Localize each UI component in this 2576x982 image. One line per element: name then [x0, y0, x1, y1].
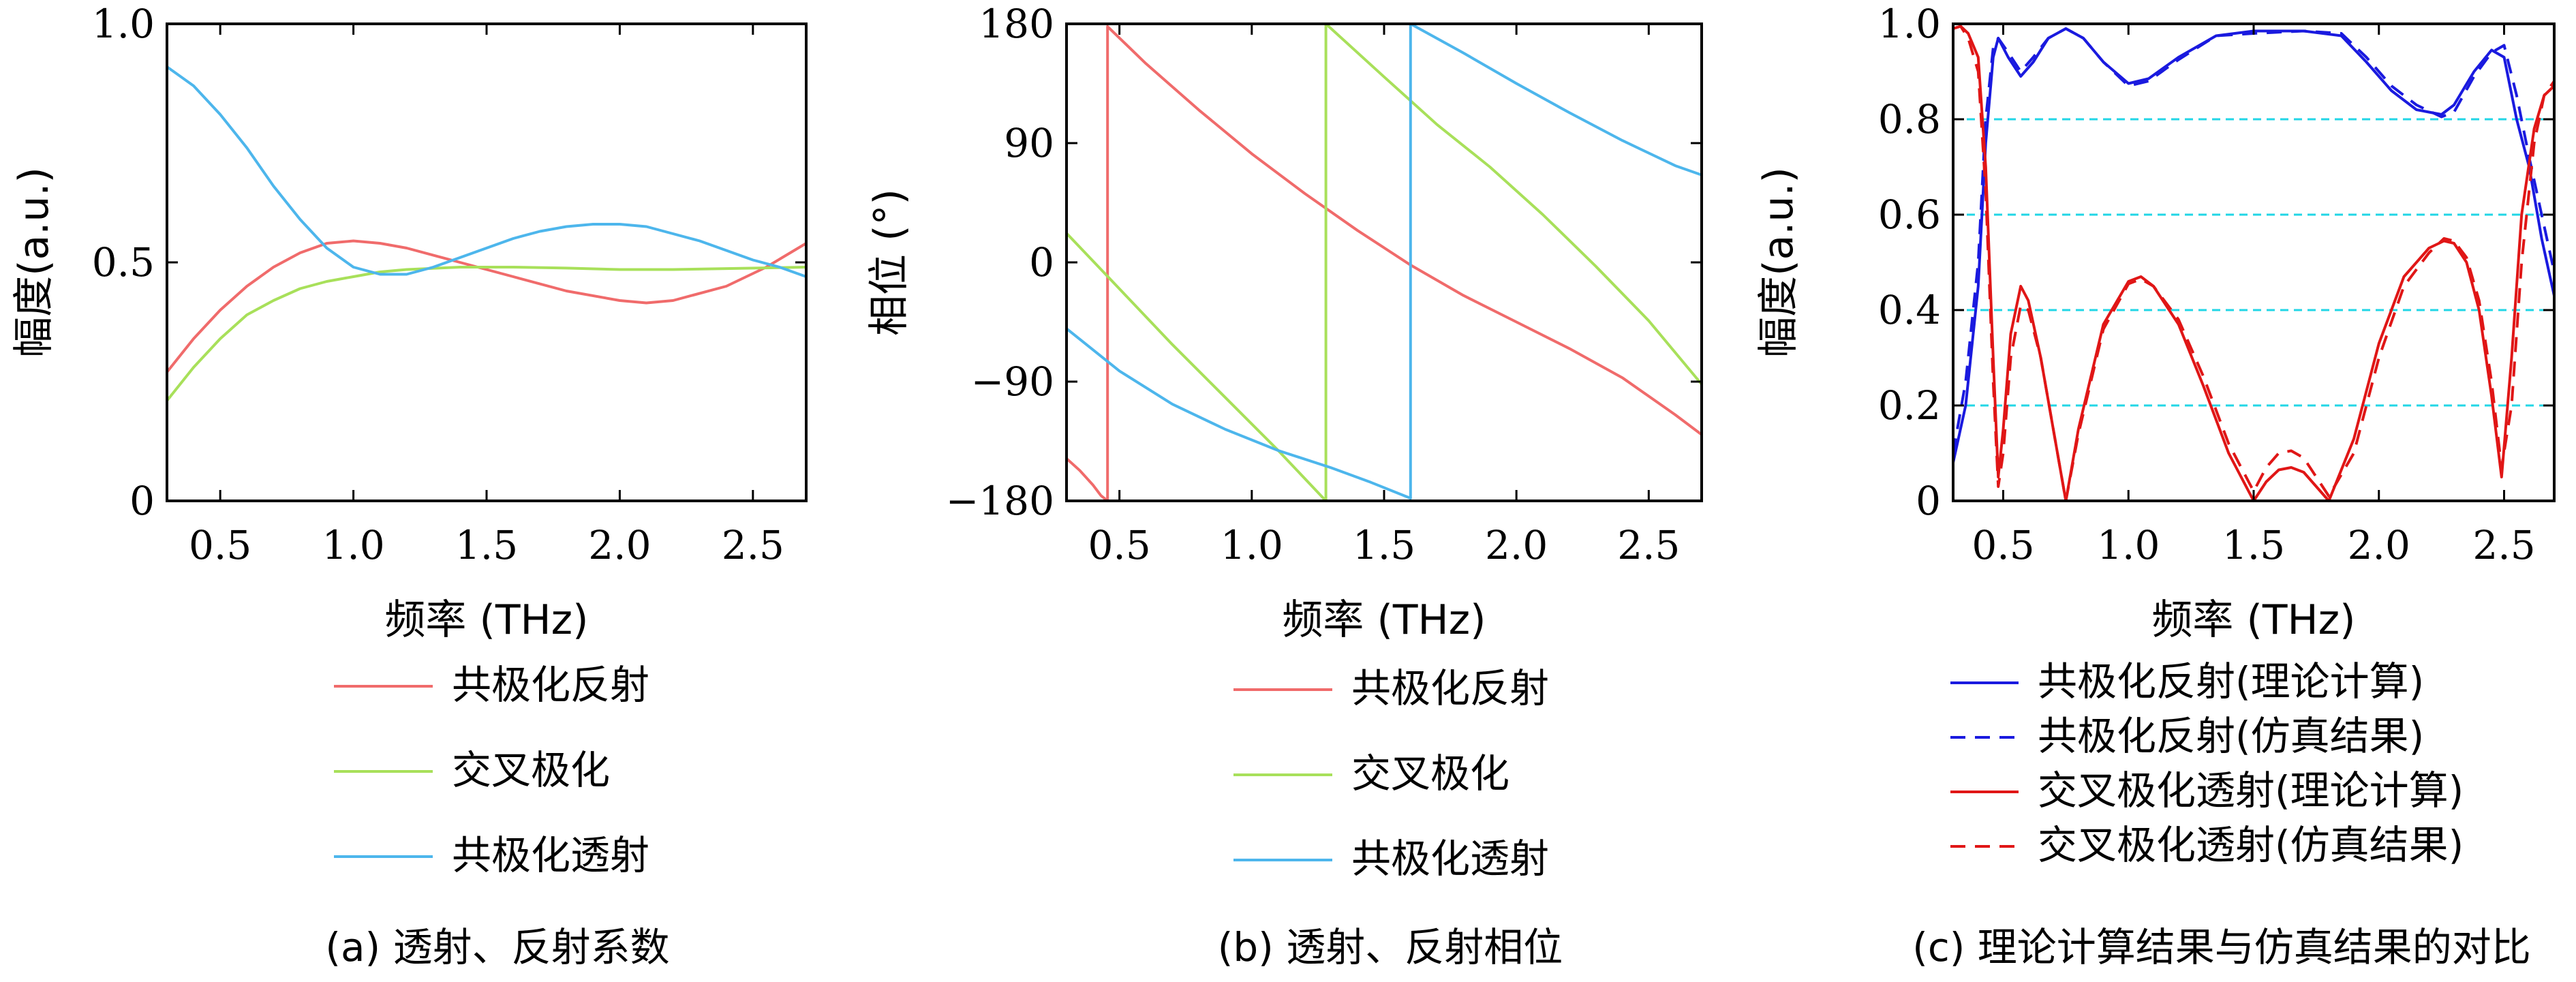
y-axis-label: 相位 (°) — [865, 189, 913, 336]
y-tick-label: 0 — [129, 478, 155, 524]
panel-caption: (a) 透射、反射系数 — [325, 924, 669, 970]
x-tick-label: 0.5 — [189, 522, 251, 568]
legend-label: 交叉极化 — [1351, 750, 1509, 797]
series-line-3 — [1952, 25, 2556, 502]
series-line-1 — [1065, 25, 1703, 502]
legend-label: 共极化反射(理论计算) — [2038, 658, 2424, 705]
panel-caption: (c) 理论计算结果与仿真结果的对比 — [1912, 924, 2531, 970]
y-tick-label: 180 — [979, 1, 1054, 47]
x-tick-label: 1.5 — [2222, 522, 2285, 568]
y-tick-label: 0 — [1916, 478, 1941, 524]
x-tick-label: 0.5 — [1972, 522, 2034, 568]
plot-frame — [1952, 22, 2556, 502]
series-line-4 — [1952, 25, 2556, 502]
series-line-1 — [166, 239, 808, 373]
panel-caption: (b) 透射、反射相位 — [1218, 924, 1563, 970]
series-line-3 — [166, 65, 807, 278]
x-tick-label: 2.0 — [2348, 522, 2410, 568]
x-tick-label: 2.0 — [1485, 522, 1548, 568]
y-tick-label: 1.0 — [92, 1, 155, 47]
chart-panel-1: 0.5 1.0 1.5 2.0 2.500.51.0频率 (THz)幅度(a.u.)共极… — [10, 1, 808, 970]
x-tick-label: 0.5 — [1088, 522, 1151, 568]
series-line-2 — [1065, 22, 1703, 502]
y-tick-label: 0.8 — [1878, 96, 1941, 142]
y-tick-label: 0 — [1029, 239, 1054, 286]
x-axis-label: 频率 (THz) — [2151, 596, 2355, 644]
y-tick-label: −180 — [946, 478, 1054, 524]
x-tick-label: 2.5 — [2472, 522, 2535, 568]
y-tick-label: 1.0 — [1878, 1, 1941, 47]
x-tick-label: 2.5 — [722, 522, 784, 568]
legend-label: 交叉极化透射(理论计算) — [2038, 767, 2464, 814]
x-tick-label: 1.5 — [1353, 522, 1415, 568]
y-tick-label: −90 — [971, 358, 1054, 405]
legend-label: 共极化透射 — [452, 832, 649, 878]
legend-label: 交叉极化 — [452, 747, 610, 793]
series-line-2 — [1952, 27, 2556, 454]
legend-label: 共极化反射 — [452, 662, 649, 708]
x-tick-label: 1.0 — [1221, 522, 1283, 568]
legend-label: 共极化反射 — [1351, 665, 1549, 711]
x-tick-label: 2.5 — [1617, 522, 1680, 568]
legend-label: 共极化反射(仿真结果) — [2038, 713, 2424, 759]
plot-frame — [166, 22, 808, 502]
x-axis-label: 频率 (THz) — [1282, 596, 1486, 644]
y-tick-label: 0.5 — [92, 239, 155, 286]
x-tick-label: 1.5 — [455, 522, 518, 568]
chart-panel-3: 0.5 1.0 1.5 2.0 2.5 0 0.2 0.4 0.6 0.8 1.0 频率 (THz) 幅… — [1755, 1, 2556, 970]
series-line-2 — [166, 266, 807, 402]
y-tick-label: 0.4 — [1878, 287, 1941, 333]
y-axis-label: 幅度(a.u.) — [10, 167, 58, 358]
y-tick-label: 90 — [1004, 120, 1054, 166]
legend-label: 交叉极化透射(仿真结果) — [2038, 822, 2464, 868]
legend-label: 共极化透射 — [1351, 835, 1549, 882]
chart-panel-2: 0.5 1.0 1.5 2.0 2.5 −180 −90 0 90 180 频率 (THz) 相位 (… — [865, 1, 1703, 970]
series-line-3 — [1065, 22, 1702, 500]
series-line-1 — [1952, 27, 2556, 463]
plot-frame — [1065, 22, 1703, 502]
x-axis-label: 频率 (THz) — [384, 596, 588, 644]
x-tick-label: 1.0 — [322, 522, 384, 568]
y-tick-label: 0.6 — [1878, 191, 1941, 238]
x-tick-label: 2.0 — [588, 522, 651, 568]
y-tick-label: 0.2 — [1878, 382, 1941, 429]
y-axis-label: 幅度(a.u.) — [1755, 167, 1803, 358]
x-tick-label: 1.0 — [2097, 522, 2160, 568]
